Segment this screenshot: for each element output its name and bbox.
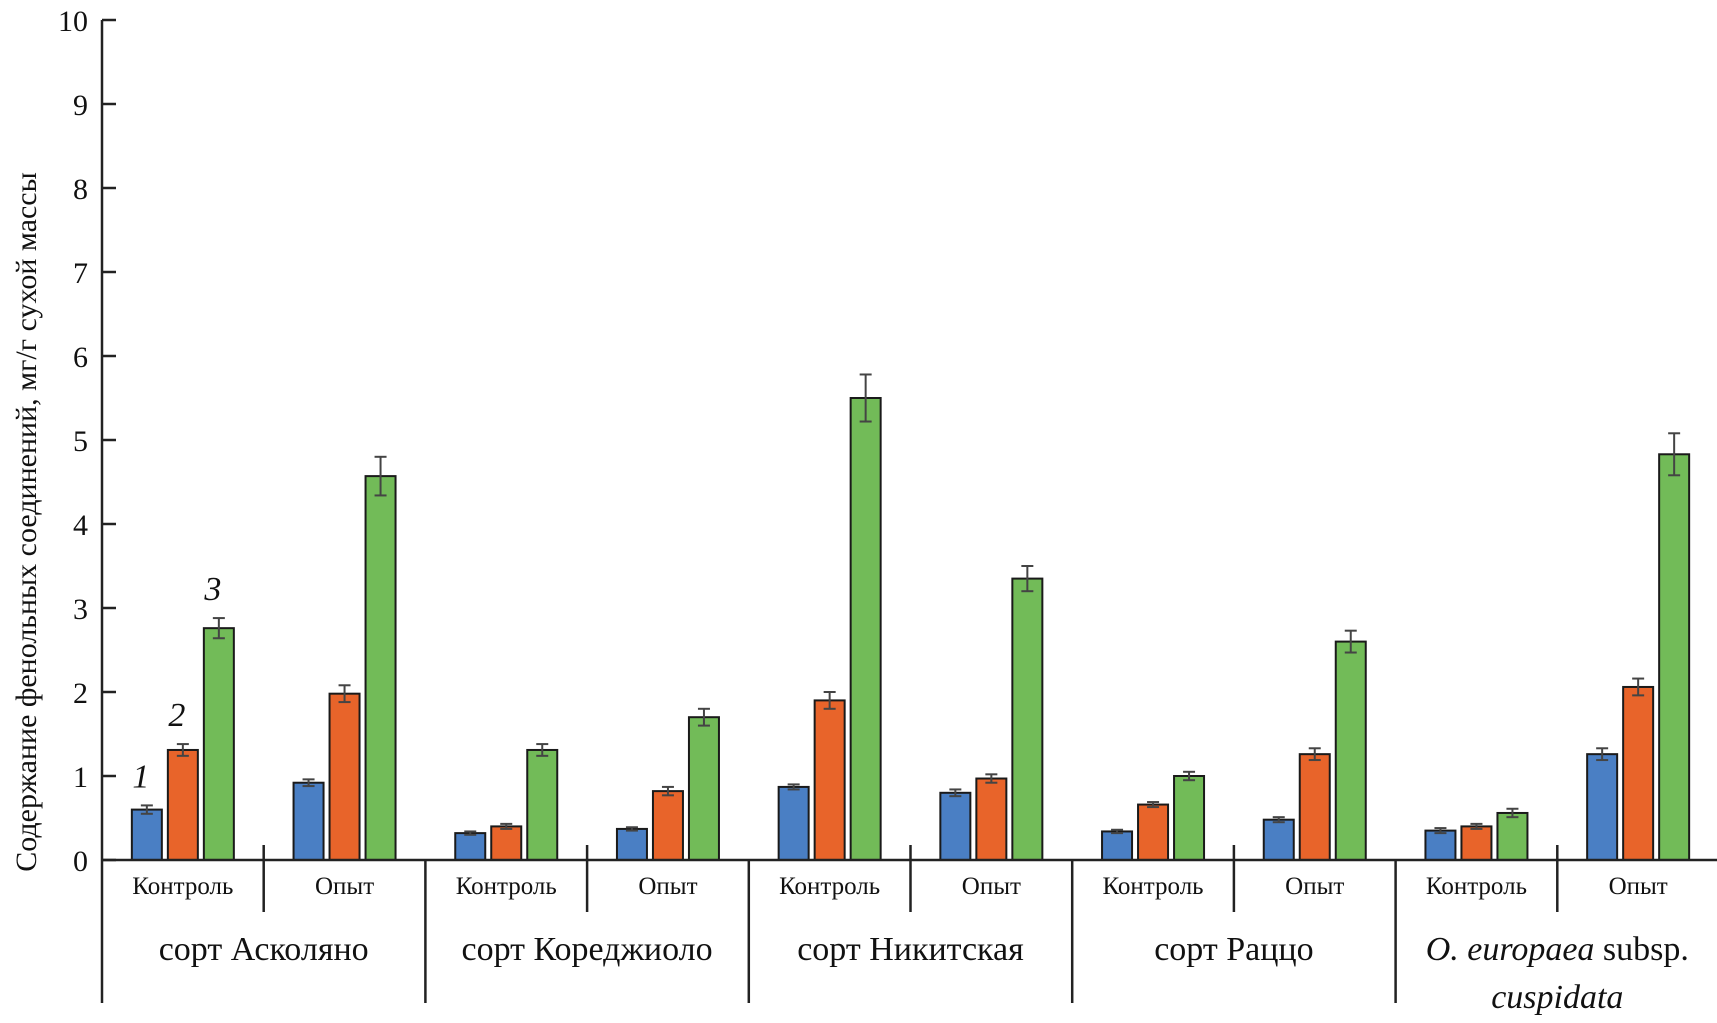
group-label: сорт Кореджиоло — [462, 931, 713, 968]
series-number-label: 2 — [168, 697, 185, 734]
group-label-line2: cuspidata — [1491, 979, 1623, 1016]
bar-series-3 — [1173, 775, 1206, 861]
condition-label: Контроль — [456, 873, 557, 900]
y-tick-label: 4 — [73, 509, 88, 542]
x-axis: Контроль Опыт сорт Асколяно Контроль Опыт сор… — [100, 845, 1717, 1016]
y-tick-label: 8 — [73, 173, 88, 206]
y-axis-label: Содержание фенольных соединений, мг/г су… — [10, 172, 43, 872]
bar-series-1 — [454, 832, 487, 861]
y-tick-label: 1 — [73, 761, 88, 794]
group-label: сорт Раццо — [1154, 931, 1313, 968]
y-axis-ticks: 0 1 2 3 4 5 6 7 8 9 10 — [58, 5, 116, 878]
bar-series-3 — [526, 748, 559, 862]
y-tick-label: 0 — [73, 845, 88, 878]
condition-label: Опыт — [1285, 873, 1344, 900]
group-label-plain: subsp. — [1594, 931, 1688, 968]
bar-series-3 — [849, 397, 882, 861]
y-tick-label: 3 — [73, 593, 88, 626]
bar-series-1 — [939, 791, 972, 861]
bar-series-1 — [1262, 818, 1295, 861]
bar-series-1 — [615, 827, 648, 861]
y-tick-label: 10 — [58, 5, 88, 38]
condition-label: Контроль — [132, 873, 233, 900]
bar-series-3 — [687, 716, 720, 862]
condition-label: Контроль — [1426, 873, 1527, 900]
bar-series-3 — [1658, 453, 1691, 861]
bar-series-1 — [130, 808, 163, 861]
bar-series-1 — [1424, 829, 1457, 861]
bar-series-3 — [364, 475, 397, 861]
condition-label: Опыт — [962, 873, 1021, 900]
y-tick-label: 6 — [73, 341, 88, 374]
condition-label: Контроль — [1103, 873, 1204, 900]
group-label: сорт Асколяно — [159, 931, 369, 968]
bar-series-2 — [166, 748, 199, 862]
bar-series-3 — [1496, 811, 1529, 862]
bar-series-2 — [651, 790, 684, 861]
bar-series-2 — [490, 825, 523, 862]
bar-series-1 — [1101, 830, 1134, 862]
bar-series-3 — [1011, 577, 1044, 861]
bar-series-2 — [328, 692, 361, 861]
bar-series-2 — [1460, 825, 1493, 862]
bar-series-2 — [813, 699, 846, 862]
bar-series-2 — [1137, 803, 1170, 861]
series-number-label: 3 — [203, 571, 221, 608]
bar-series-3 — [202, 627, 235, 861]
bar-series-1 — [292, 781, 325, 861]
bar-series-2 — [975, 777, 1008, 862]
y-tick-label: 9 — [73, 89, 88, 122]
series-number-label: 1 — [132, 758, 149, 795]
bar-series-2 — [1298, 753, 1331, 861]
y-tick-label: 5 — [73, 425, 88, 458]
bar-series-1 — [777, 785, 810, 861]
series-number-labels: 12 3 — [132, 571, 221, 795]
y-tick-label: 2 — [73, 677, 88, 710]
group-label: сорт Никитская — [797, 931, 1024, 968]
group-label-italic: O. europaea — [1426, 931, 1595, 968]
bar-series-1 — [1586, 753, 1619, 861]
bar-series-3 — [1334, 640, 1367, 861]
condition-label: Опыт — [1609, 873, 1668, 900]
condition-label: Контроль — [779, 873, 880, 900]
condition-label: Опыт — [315, 873, 374, 900]
group-label: O. europaea subsp. — [1426, 931, 1689, 968]
condition-label: Опыт — [638, 873, 697, 900]
bars — [130, 373, 1691, 862]
bar-series-2 — [1622, 685, 1655, 862]
y-tick-label: 7 — [73, 257, 88, 290]
